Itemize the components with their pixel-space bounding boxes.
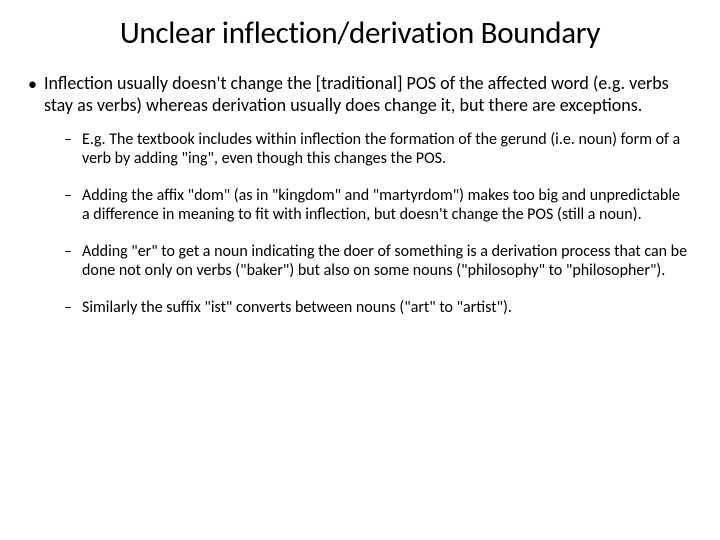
sub-bullet-item: – Adding "er" to get a noun indicating t…: [64, 242, 688, 298]
dash-icon: –: [64, 130, 82, 168]
dash-icon: –: [64, 242, 82, 280]
sub-bullet-item: – E.g. The textbook includes within infl…: [64, 130, 688, 186]
main-bullet: • Inflection usually doesn't change the …: [0, 64, 720, 116]
bullet-dot-icon: •: [28, 72, 44, 116]
slide-title: Unclear inflection/derivation Boundary: [0, 0, 720, 64]
sub-bullet-item: – Adding the affix "dom" (as in "kingdom…: [64, 186, 688, 242]
sub-bullet-text: E.g. The textbook includes within inflec…: [82, 130, 688, 168]
sub-bullet-text: Similarly the suffix "ist" converts betw…: [82, 298, 688, 317]
sub-bullet-list: – E.g. The textbook includes within infl…: [0, 116, 720, 335]
dash-icon: –: [64, 186, 82, 224]
sub-bullet-text: Adding "er" to get a noun indicating the…: [82, 242, 688, 280]
sub-bullet-text: Adding the affix "dom" (as in "kingdom" …: [82, 186, 688, 224]
main-bullet-text: Inflection usually doesn't change the [t…: [44, 72, 680, 116]
sub-bullet-item: – Similarly the suffix "ist" converts be…: [64, 298, 688, 335]
slide: Unclear inflection/derivation Boundary •…: [0, 0, 720, 540]
dash-icon: –: [64, 298, 82, 317]
